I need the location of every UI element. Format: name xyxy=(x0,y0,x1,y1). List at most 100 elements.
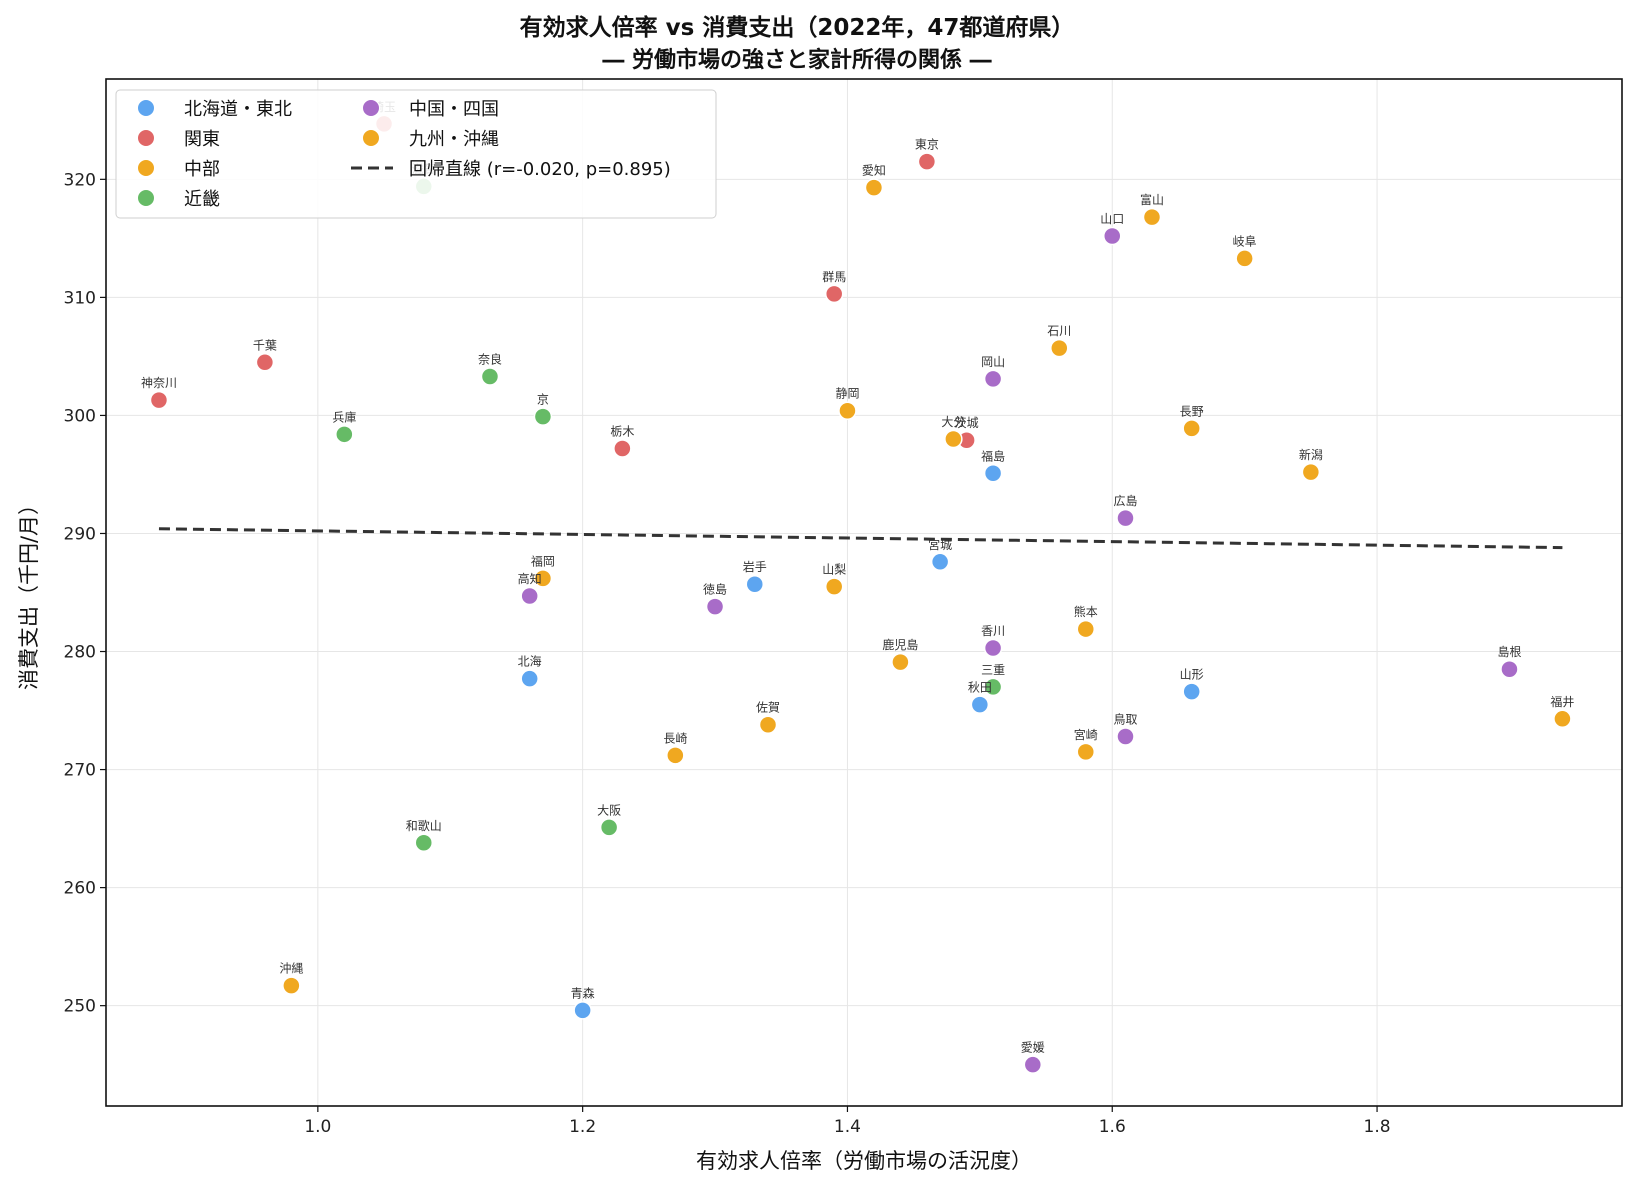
point-label: 愛知 xyxy=(862,164,886,178)
legend-marker xyxy=(137,189,155,207)
data-point xyxy=(414,833,434,853)
point-label: 岡山 xyxy=(981,355,1005,369)
point-label: 福岡 xyxy=(531,553,555,568)
legend-label: 中部 xyxy=(184,159,220,180)
y-tick-label: 300 xyxy=(64,406,96,426)
data-point xyxy=(917,152,937,171)
point-label: 京 xyxy=(537,393,549,407)
point-label: 長崎 xyxy=(663,731,687,745)
data-point xyxy=(520,586,539,606)
point-label: 東京 xyxy=(915,138,939,152)
point-label: 北海 xyxy=(518,654,542,669)
point-label: 神奈川 xyxy=(141,376,177,390)
point-label: 富山 xyxy=(1140,192,1164,207)
point-label: 宮城 xyxy=(928,537,952,552)
x-tick-label: 1.4 xyxy=(834,1117,861,1137)
data-point xyxy=(1301,462,1321,482)
point-label: 和歌山 xyxy=(406,818,442,833)
data-point xyxy=(983,369,1003,389)
data-point xyxy=(838,401,857,420)
data-point xyxy=(824,577,844,596)
legend-box xyxy=(115,89,717,219)
data-point xyxy=(533,407,553,426)
point-label: 静岡 xyxy=(835,387,859,401)
data-point xyxy=(1103,226,1122,246)
legend-marker xyxy=(362,99,380,117)
point-labels: 北海青森岩手宮城秋田山形福島茨城栃木群馬埼玉千葉東京神奈川新潟富山石川福井山梨長… xyxy=(141,100,1574,1055)
point-label: 高知 xyxy=(518,571,542,586)
data-point xyxy=(282,976,301,995)
data-point xyxy=(1076,619,1096,639)
data-point xyxy=(970,695,990,714)
legend-label: 回帰直線 (r=-0.020, p=0.895) xyxy=(409,159,671,180)
point-label: 岩手 xyxy=(743,559,767,574)
data-point xyxy=(864,178,884,197)
point-label: 佐賀 xyxy=(756,701,780,715)
plot-area-frame xyxy=(105,78,1623,1107)
x-axis-label: 有効求人倍率（労働市場の活況度） xyxy=(696,1149,1032,1173)
legend-marker xyxy=(137,159,155,177)
point-label: 愛媛 xyxy=(1021,1041,1045,1055)
data-point xyxy=(149,390,169,410)
y-tick-label: 260 xyxy=(64,879,96,899)
data-point xyxy=(1116,508,1135,528)
point-label: 奈良 xyxy=(478,351,502,366)
point-label: 熊本 xyxy=(1074,604,1098,619)
point-label: 栃木 xyxy=(610,424,634,438)
chart-subtitle: ― 労働市場の強さと家計所得の関係 ― xyxy=(602,47,991,73)
x-tick-label: 1.6 xyxy=(1099,1117,1126,1137)
y-tick-label: 250 xyxy=(64,997,96,1017)
data-point xyxy=(255,353,275,372)
data-point xyxy=(983,677,1003,697)
y-tick-label: 270 xyxy=(64,761,96,781)
legend-label: 近畿 xyxy=(184,189,220,210)
y-axis-ticks: 250 260 270 280 290 300 310 320 xyxy=(64,170,106,1017)
data-point xyxy=(1023,1055,1043,1074)
point-label: 兵庫 xyxy=(332,410,356,424)
data-point xyxy=(705,597,725,616)
legend-label: 中国・四国 xyxy=(409,99,499,120)
x-tick-label: 1.0 xyxy=(304,1117,331,1137)
data-point xyxy=(1050,338,1069,358)
data-point xyxy=(758,715,778,734)
point-label: 鳥取 xyxy=(1113,712,1137,727)
y-tick-label: 290 xyxy=(64,524,96,544)
x-axis-ticks: 1.0 1.2 1.4 1.6 1.8 xyxy=(304,1106,1391,1137)
point-label: 青森 xyxy=(571,985,595,1000)
data-point xyxy=(1182,419,1201,438)
data-point xyxy=(599,818,619,837)
data-point xyxy=(745,574,765,594)
point-label: 鹿児島 xyxy=(882,637,918,652)
point-label: 新潟 xyxy=(1299,447,1323,462)
data-points xyxy=(149,114,1572,1074)
point-label: 沖縄 xyxy=(279,961,303,976)
point-label: 島根 xyxy=(1497,644,1521,659)
point-label: 茨城 xyxy=(955,416,979,430)
data-point xyxy=(1142,207,1162,227)
y-tick-label: 310 xyxy=(64,288,96,308)
point-label: 三重 xyxy=(981,663,1005,677)
legend-marker xyxy=(137,129,155,147)
data-point xyxy=(1500,659,1519,679)
data-point xyxy=(1182,682,1201,701)
legend-label: 北海道・東北 xyxy=(184,99,292,120)
regression-layer xyxy=(158,527,1563,550)
data-point xyxy=(824,284,844,304)
data-point xyxy=(573,1001,592,1020)
data-point xyxy=(983,638,1003,658)
x-tick-label: 1.2 xyxy=(569,1117,596,1137)
data-point xyxy=(1076,742,1096,762)
y-tick-label: 320 xyxy=(64,170,96,190)
regression-line xyxy=(158,527,1563,550)
data-point xyxy=(944,429,963,449)
point-label: 山口 xyxy=(1100,212,1124,226)
data-point xyxy=(891,652,910,672)
legend-label: 九州・沖縄 xyxy=(409,129,499,150)
legend-marker xyxy=(362,129,380,147)
point-label: 福島 xyxy=(981,448,1005,463)
data-point xyxy=(613,439,632,458)
point-label: 岐阜 xyxy=(1233,234,1257,248)
